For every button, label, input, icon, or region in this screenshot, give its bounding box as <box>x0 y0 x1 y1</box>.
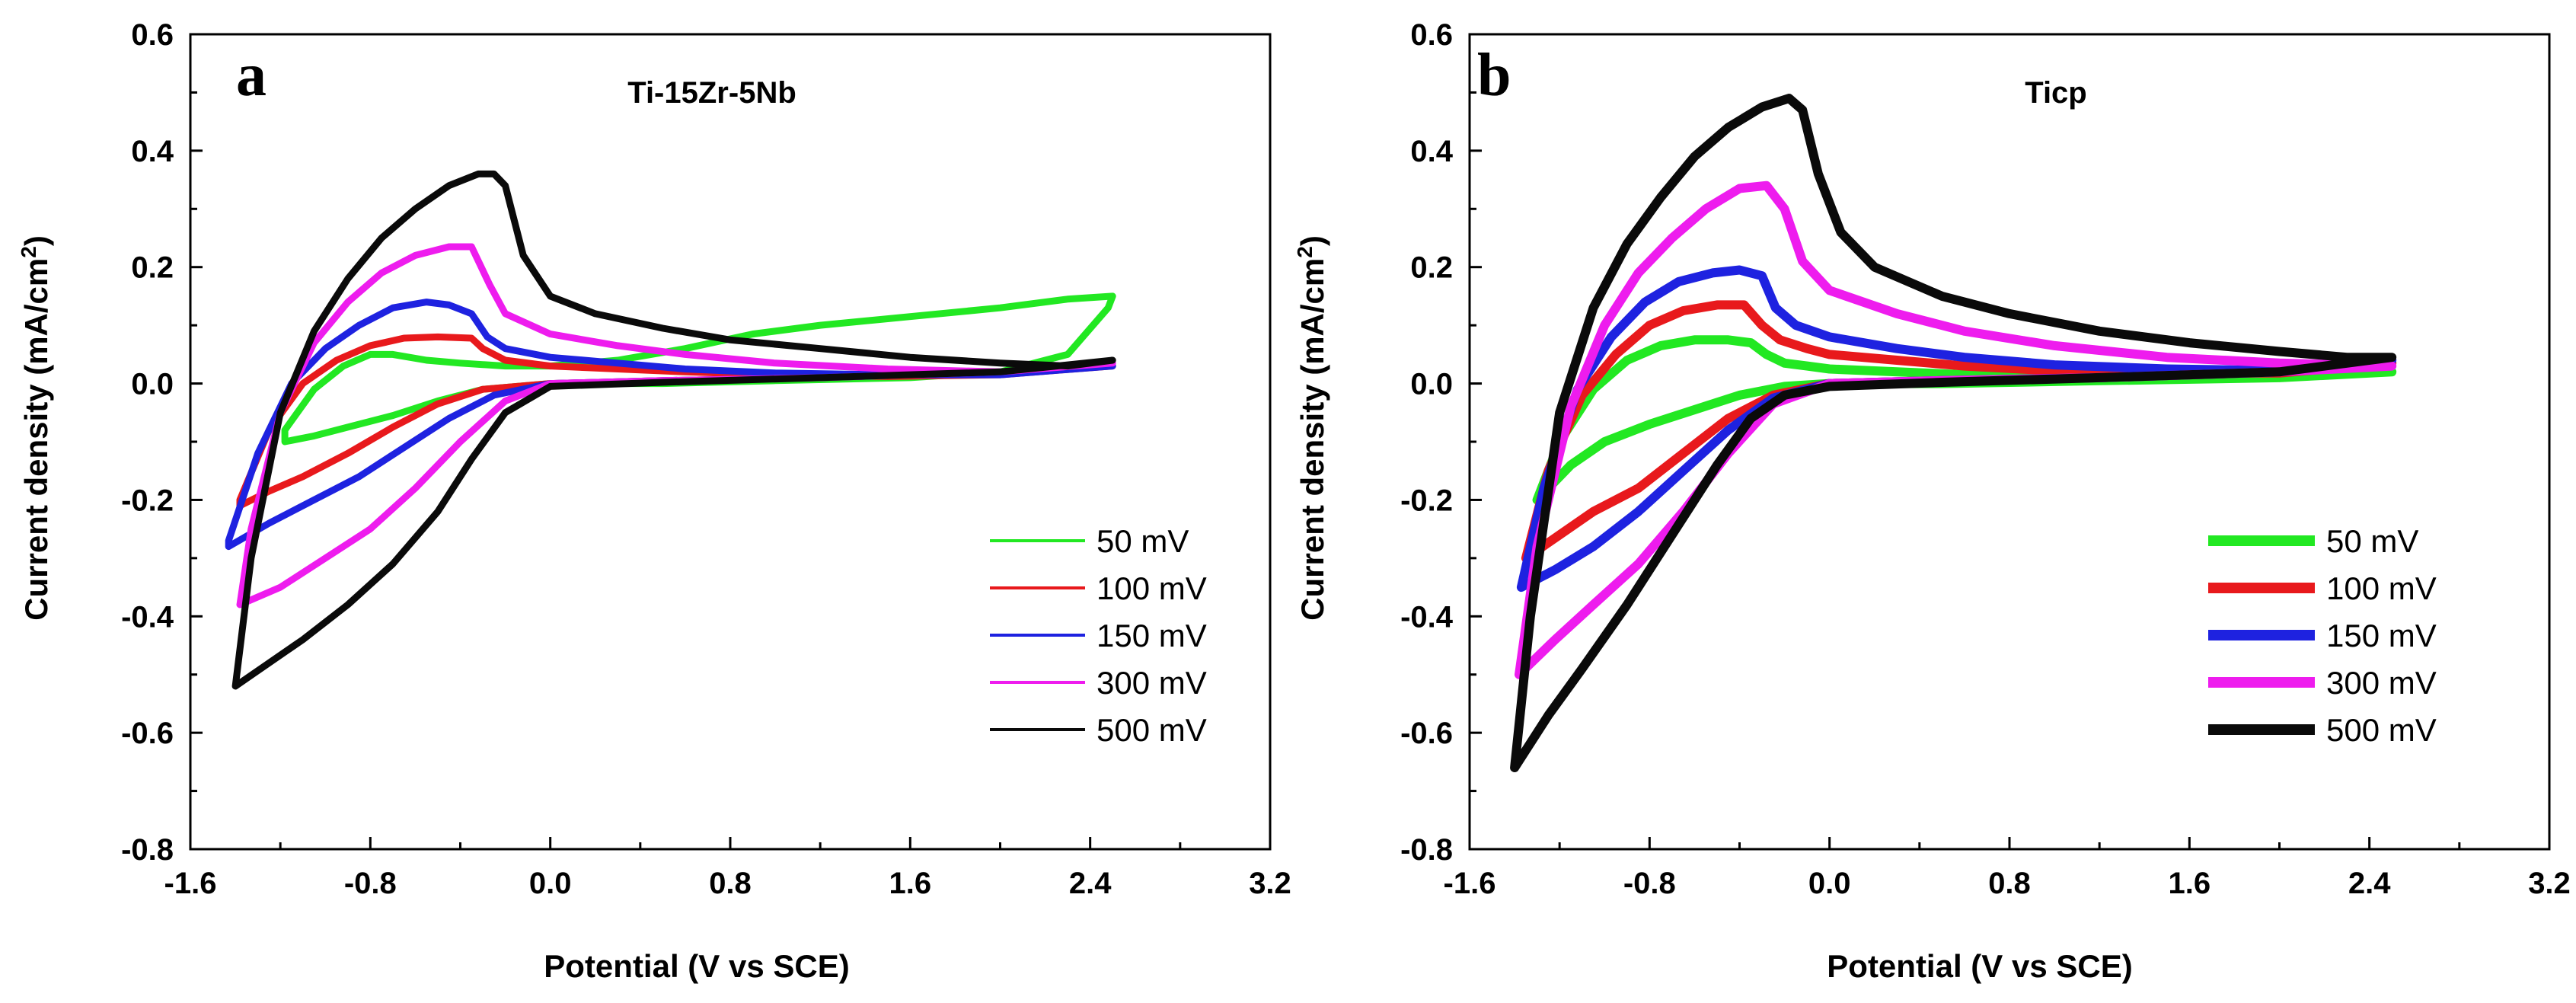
y-tick-label: 0.0 <box>1410 368 1453 401</box>
series-line-300-mv <box>236 243 1116 609</box>
legend-b: 50 mV 100 mV 150 mV 300 mV 500 mV <box>2208 523 2437 748</box>
legend-label: 100 mV <box>1096 570 1207 606</box>
y-tick-label: -0.2 <box>1400 484 1453 517</box>
series-line-500-mv <box>1510 94 2397 772</box>
y-tick-label: 0.4 <box>1410 135 1453 168</box>
y-tick-label: -0.4 <box>121 600 174 634</box>
y-axis-title-b: Current density (mA/cm2) <box>1293 235 1331 621</box>
legend-label: 150 mV <box>2326 618 2437 653</box>
panel-label-a: a <box>236 42 267 109</box>
legend-label: 300 mV <box>2326 665 2437 701</box>
tick-layer-a: -1.6 -0.8 0.0 0.8 1.6 2.4 3.2-0.8-0.6-0.4-0.20… <box>121 18 1291 900</box>
chart-panel-b: b Ticp Potential (V vs SCE) Current dens… <box>1293 18 2571 984</box>
y-tick-label: -0.8 <box>121 833 174 867</box>
series-line-500-mv <box>231 170 1116 690</box>
legend-label: 150 mV <box>1096 618 1207 653</box>
x-tick-label: 3.2 <box>1249 867 1291 900</box>
legend-label: 300 mV <box>1096 665 1207 701</box>
y-tick-label: 0.2 <box>1410 251 1453 285</box>
x-tick-label: -0.8 <box>1623 867 1676 900</box>
series-layer-a <box>225 170 1116 690</box>
legend-label: 50 mV <box>1096 523 1189 559</box>
tick-layer-b: -1.6 -0.8 0.0 0.8 1.6 2.4 3.2-0.8-0.6-0.4-0.20… <box>1400 18 2571 900</box>
x-tick-label: 0.8 <box>1988 867 2031 900</box>
x-tick-label: 1.6 <box>2169 867 2211 900</box>
series-line-100-mv <box>1521 300 2397 563</box>
series-line-150-mv <box>1516 265 2397 593</box>
x-tick-label: -1.6 <box>164 867 217 900</box>
y-axis-title-a: Current density (mA/cm2) <box>17 235 55 621</box>
chart-title-b: Ticp <box>2025 76 2087 110</box>
x-tick-label: 0.0 <box>1808 867 1851 900</box>
x-axis-title-a: Potential (V vs SCE) <box>544 948 849 984</box>
y-tick-label: 0.6 <box>1410 18 1453 52</box>
x-tick-label: -0.8 <box>344 867 397 900</box>
y-tick-label: 0.6 <box>131 18 174 52</box>
x-tick-label: 0.0 <box>529 867 572 900</box>
panel-label-b: b <box>1477 42 1511 109</box>
legend-label: 500 mV <box>2326 712 2437 748</box>
x-tick-label: -1.6 <box>1444 867 1496 900</box>
y-tick-label: -0.4 <box>1400 600 1454 634</box>
chart-panel-a: a Ti-15Zr-5Nb Potential (V vs SCE) Curre… <box>17 18 1291 984</box>
x-tick-label: 2.4 <box>1069 867 1112 900</box>
y-tick-label: -0.8 <box>1400 833 1453 867</box>
legend-label: 500 mV <box>1096 712 1207 748</box>
x-tick-label: 0.8 <box>709 867 752 900</box>
chart-title-a: Ti-15Zr-5Nb <box>627 76 796 110</box>
y-tick-label: 0.0 <box>131 368 174 401</box>
x-tick-label: 2.4 <box>2348 867 2391 900</box>
legend-label: 100 mV <box>2326 570 2437 606</box>
series-layer-b <box>1510 94 2397 772</box>
legend-a: 50 mV 100 mV 150 mV 300 mV 500 mV <box>990 523 1207 748</box>
legend-label: 50 mV <box>2326 523 2418 559</box>
x-tick-label: 1.6 <box>889 867 932 900</box>
plot-frame-b <box>1468 33 2551 851</box>
y-tick-label: -0.2 <box>121 484 174 517</box>
x-tick-label: 3.2 <box>2528 867 2571 900</box>
y-tick-label: 0.4 <box>131 135 174 168</box>
x-axis-title-b: Potential (V vs SCE) <box>1827 948 2132 984</box>
y-tick-label: 0.2 <box>131 251 174 285</box>
y-tick-label: -0.6 <box>121 717 174 750</box>
plot-frame-a <box>189 33 1272 851</box>
y-tick-label: -0.6 <box>1400 717 1453 750</box>
